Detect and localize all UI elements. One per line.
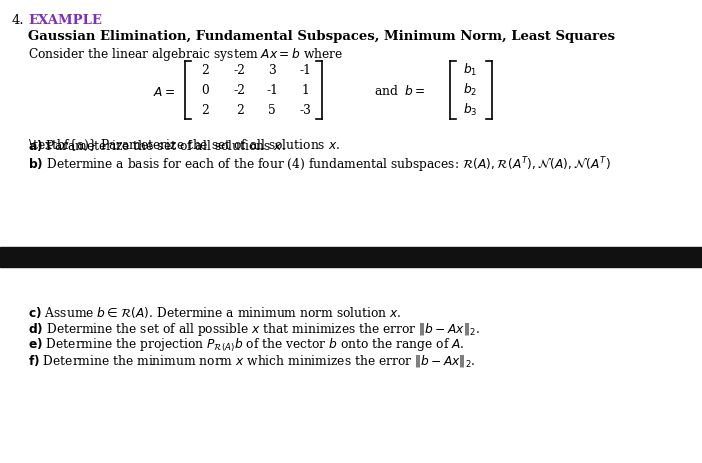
Text: $A=$: $A=$ xyxy=(153,85,175,98)
Text: $b_3$: $b_3$ xyxy=(463,102,477,118)
Text: 2: 2 xyxy=(201,63,209,76)
Text: 1: 1 xyxy=(301,83,309,96)
Text: $\mathbf{c)}$ Assume $b \in \mathcal{R}(A)$. Determine a minimum norm solution $: $\mathbf{c)}$ Assume $b \in \mathcal{R}(… xyxy=(28,304,402,319)
Text: -3: -3 xyxy=(299,103,311,116)
Text: 2: 2 xyxy=(236,103,244,116)
Text: 2: 2 xyxy=(201,103,209,116)
Text: 4.: 4. xyxy=(12,14,25,27)
Text: Consider the linear algebraic system $Ax = b$ where: Consider the linear algebraic system $Ax… xyxy=(28,46,343,63)
Bar xyxy=(0,247,702,268)
Text: -1: -1 xyxy=(266,83,278,96)
Text: and  $b=$: and $b=$ xyxy=(374,84,426,98)
Text: $\mathbf{d)}$ Determine the set of all possible $x$ that minimizes the error $\|: $\mathbf{d)}$ Determine the set of all p… xyxy=(28,320,480,337)
Text: -2: -2 xyxy=(234,83,246,96)
Text: \textbf{a)} Parameterize the set of all solutions $x$.: \textbf{a)} Parameterize the set of all … xyxy=(28,138,340,153)
Text: 5: 5 xyxy=(268,103,276,116)
Text: 3: 3 xyxy=(268,63,276,76)
Text: $\mathbf{e)}$ Determine the projection $P_{\mathcal{R}(A)}b$ of the vector $b$ o: $\mathbf{e)}$ Determine the projection $… xyxy=(28,336,465,353)
Text: 0: 0 xyxy=(201,83,209,96)
Text: $b_2$: $b_2$ xyxy=(463,82,477,98)
Text: $\mathbf{f)}$ Determine the minimum norm $x$ which minimizes the error $\|b - Ax: $\mathbf{f)}$ Determine the minimum norm… xyxy=(28,352,476,368)
Text: Gaussian Elimination, Fundamental Subspaces, Minimum Norm, Least Squares: Gaussian Elimination, Fundamental Subspa… xyxy=(28,30,615,43)
Text: EXAMPLE: EXAMPLE xyxy=(28,14,102,27)
Text: $\mathbf{b)}$ Determine a basis for each of the four (4) fundamental subspaces: : $\mathbf{b)}$ Determine a basis for each… xyxy=(28,155,611,174)
Text: -2: -2 xyxy=(234,63,246,76)
Text: -1: -1 xyxy=(299,63,311,76)
Text: $b_1$: $b_1$ xyxy=(463,62,477,78)
Text: $\mathbf{a)}$ Parameterize the set of all solutions $x$.: $\mathbf{a)}$ Parameterize the set of al… xyxy=(28,138,286,153)
